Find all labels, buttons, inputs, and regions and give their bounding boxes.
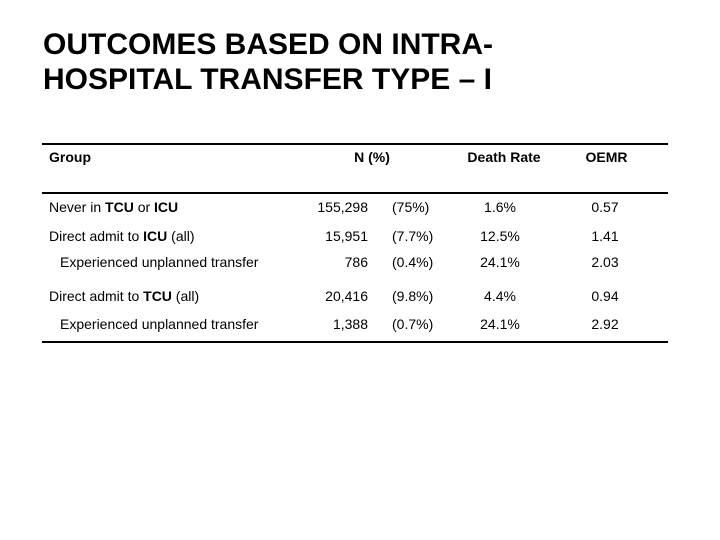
cell-percent: (0.7%): [392, 316, 434, 332]
table-row: Direct admit to TCU (all) 20,416 (9.8%) …: [42, 287, 668, 305]
table-top-rule: [42, 143, 668, 145]
cell-group: Never in TCU or ICU: [49, 198, 339, 216]
cell-percent: (9.8%): [392, 288, 434, 304]
group-text: (all): [167, 228, 195, 244]
column-header-death-rate: Death Rate: [467, 149, 541, 165]
cell-oemr: 1.41: [591, 228, 619, 244]
column-header-n: N (%): [354, 149, 390, 165]
group-text-bold: ICU: [154, 199, 179, 215]
cell-oemr: 2.03: [591, 254, 619, 270]
column-header-oemr: OEMR: [585, 149, 628, 165]
group-text: Direct admit to: [49, 288, 144, 304]
group-text: Direct admit to: [49, 228, 144, 244]
cell-group: Direct admit to ICU (all): [49, 227, 339, 245]
group-text: Never in: [49, 199, 106, 215]
group-text: Experienced unplanned transfer: [60, 316, 259, 332]
cell-percent: (75%): [392, 199, 430, 215]
page-title-line-2: HOSPITAL TRANSFER TYPE – I: [43, 63, 492, 96]
cell-n: 20,416: [325, 288, 368, 304]
cell-death-rate: 24.1%: [480, 316, 520, 332]
group-text-bold: TCU: [143, 288, 172, 304]
group-text: (all): [171, 288, 200, 304]
cell-n: 1,388: [332, 316, 368, 332]
page-title-line-1: OUTCOMES BASED ON INTRA-: [43, 28, 493, 61]
cell-oemr: 2.92: [591, 316, 619, 332]
table-bottom-rule: [42, 341, 668, 343]
table-header-row: Group N (%) Death Rate OEMR: [42, 148, 668, 166]
page-title: OUTCOMES BASED ON INTRA- HOSPITAL TRANSF…: [43, 27, 493, 97]
table-row: Experienced unplanned transfer 1,388 (0.…: [42, 315, 668, 333]
group-text-bold: TCU: [105, 199, 134, 215]
table-header-rule: [42, 192, 668, 194]
table-row: Never in TCU or ICU 155,298 (75%) 1.6% 0…: [42, 198, 668, 216]
cell-percent: (0.4%): [392, 254, 434, 270]
cell-death-rate: 24.1%: [480, 254, 520, 270]
table-row: Experienced unplanned transfer 786 (0.4%…: [42, 253, 668, 271]
cell-death-rate: 1.6%: [484, 199, 516, 215]
group-text: or: [133, 199, 155, 215]
cell-group: Experienced unplanned transfer: [60, 315, 350, 333]
table-row: Direct admit to ICU (all) 15,951 (7.7%) …: [42, 227, 668, 245]
outcomes-table: Group N (%) Death Rate OEMR Never in TCU…: [42, 143, 668, 344]
cell-group: Experienced unplanned transfer: [60, 253, 350, 271]
cell-n: 155,298: [317, 199, 368, 215]
cell-percent: (7.7%): [392, 228, 434, 244]
cell-n: 15,951: [325, 228, 368, 244]
group-text: Experienced unplanned transfer: [60, 254, 259, 270]
cell-death-rate: 4.4%: [484, 288, 516, 304]
cell-n: 786: [344, 254, 368, 270]
cell-oemr: 0.57: [591, 199, 619, 215]
cell-oemr: 0.94: [591, 288, 619, 304]
column-header-group: Group: [49, 149, 91, 165]
group-text-bold: ICU: [143, 228, 168, 244]
cell-group: Direct admit to TCU (all): [49, 287, 339, 305]
cell-death-rate: 12.5%: [480, 228, 520, 244]
